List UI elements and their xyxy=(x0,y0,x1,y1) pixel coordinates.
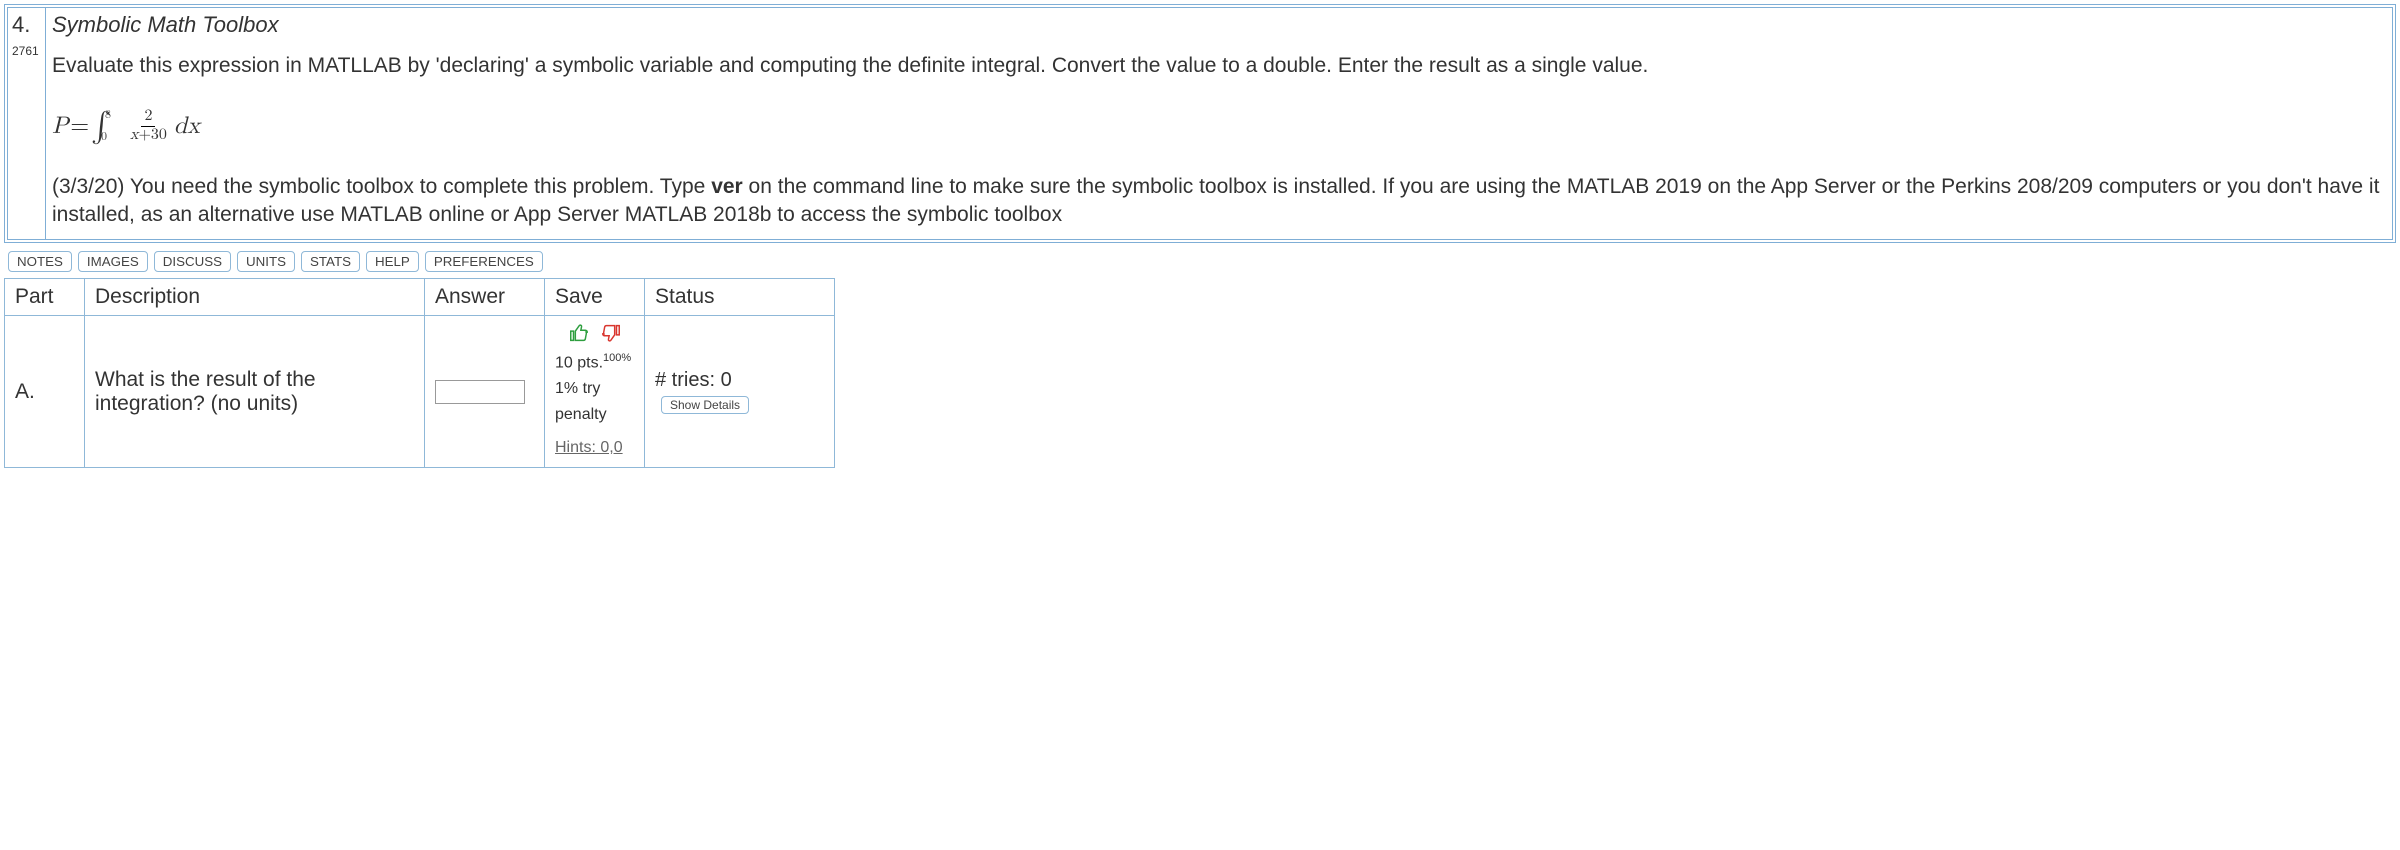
question-content: Symbolic Math Toolbox Evaluate this expr… xyxy=(46,8,2392,239)
thumbs-row xyxy=(555,322,634,344)
points-pct: 100% xyxy=(603,352,631,364)
den-plus: + xyxy=(138,127,150,143)
formula-lhs: P xyxy=(52,112,68,141)
save-cell: 10 pts.100% 1% try penalty Hints: 0,0 xyxy=(545,316,645,468)
part-label: A. xyxy=(5,316,85,468)
tab-notes[interactable]: NOTES xyxy=(8,251,72,272)
tab-help[interactable]: HELP xyxy=(366,251,419,272)
fraction: 2 x+30 xyxy=(127,108,170,144)
tab-bar: NOTES IMAGES DISCUSS UNITS STATS HELP PR… xyxy=(4,249,2396,278)
tab-discuss[interactable]: DISCUSS xyxy=(154,251,231,272)
question-formula: P = ∫ 8 0 2 x+30 dx xyxy=(52,108,2386,144)
tries-label: # tries: 0 xyxy=(655,369,732,391)
integral-lower: 0 xyxy=(101,131,107,143)
dx: dx xyxy=(174,112,200,141)
header-answer: Answer xyxy=(425,279,545,316)
integral-upper: 8 xyxy=(105,109,111,121)
answer-input[interactable] xyxy=(435,380,525,404)
header-description: Description xyxy=(85,279,425,316)
thumb-up-icon[interactable] xyxy=(568,322,590,344)
question-inner-box: 4. 2761 Symbolic Math Toolbox Evaluate t… xyxy=(7,7,2393,240)
tab-units[interactable]: UNITS xyxy=(237,251,295,272)
question-instruction: Evaluate this expression in MATLLAB by '… xyxy=(52,52,2386,80)
show-details-button[interactable]: Show Details xyxy=(661,396,749,414)
answer-row-a: A. What is the result of the integration… xyxy=(5,316,835,468)
question-number-column: 4. 2761 xyxy=(8,8,46,239)
question-title: Symbolic Math Toolbox xyxy=(52,12,2386,38)
integral-symbol: ∫ 8 0 xyxy=(91,111,111,141)
answer-header-row: Part Description Answer Save Status xyxy=(5,279,835,316)
header-save: Save xyxy=(545,279,645,316)
answer-cell xyxy=(425,316,545,468)
fraction-numerator: 2 xyxy=(141,108,155,127)
thumb-down-icon[interactable] xyxy=(600,322,622,344)
tab-images[interactable]: IMAGES xyxy=(78,251,148,272)
question-id: 2761 xyxy=(12,44,41,58)
fraction-denominator: x+30 xyxy=(127,127,170,145)
header-part: Part xyxy=(5,279,85,316)
question-note: (3/3/20) You need the symbolic toolbox t… xyxy=(52,173,2386,230)
part-description: What is the result of the integration? (… xyxy=(85,316,425,468)
penalty-text: 1% try penalty xyxy=(555,376,634,427)
question-number: 4. xyxy=(12,12,41,38)
formula-equals: = xyxy=(70,112,89,141)
den-num: 30 xyxy=(151,127,167,143)
dx-x: x xyxy=(187,114,200,138)
status-cell: # tries: 0 Show Details xyxy=(645,316,835,468)
tab-preferences[interactable]: PREFERENCES xyxy=(425,251,543,272)
header-status: Status xyxy=(645,279,835,316)
answer-table: Part Description Answer Save Status A. W… xyxy=(4,278,835,468)
tab-stats[interactable]: STATS xyxy=(301,251,360,272)
dx-d: d xyxy=(174,114,187,138)
points-text: 10 pts. xyxy=(555,355,603,372)
note-pre: (3/3/20) You need the symbolic toolbox t… xyxy=(52,175,711,198)
question-outer-box: 4. 2761 Symbolic Math Toolbox Evaluate t… xyxy=(4,4,2396,243)
note-bold: ver xyxy=(711,175,743,198)
points-line: 10 pts.100% xyxy=(555,350,634,376)
spacer xyxy=(555,427,634,435)
hints-link[interactable]: Hints: 0,0 xyxy=(555,435,634,461)
